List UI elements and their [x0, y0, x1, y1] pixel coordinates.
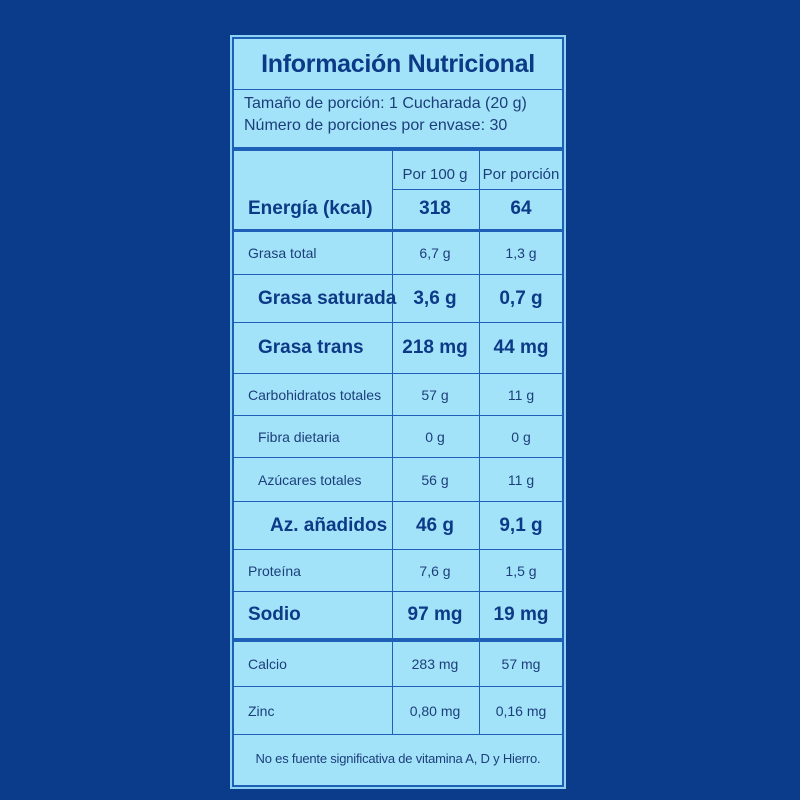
row-carbs-per100g: 57 g	[421, 386, 449, 403]
divider	[234, 549, 562, 550]
row-trans-fat-name: Grasa trans	[258, 337, 364, 358]
row-protein-name: Proteína	[248, 562, 301, 579]
row-carbs-name: Carbohidratos totales	[248, 386, 382, 403]
column-divider	[392, 151, 393, 638]
row-added-sugars-per100g: 46 g	[415, 514, 455, 536]
label-title: Información Nutricional	[234, 39, 562, 90]
footnote: No es fuente significativa de vitamina A…	[255, 751, 541, 766]
serving-info: Tamaño de porción: 1 Cucharada (20 g) Nú…	[244, 93, 554, 137]
row-protein-per100g: 7,6 g	[419, 562, 451, 579]
row-total-sugars-per-portion: 11 g	[507, 471, 535, 488]
row-sodium-per100g: 97 mg	[407, 604, 463, 625]
row-added-sugars-name: Az. añadidos	[270, 514, 388, 536]
row-trans-fat-per-portion: 44 mg	[493, 337, 549, 358]
row-total-fat-per-portion: 1,3 g	[505, 245, 537, 261]
row-saturated-fat-per-portion: 0,7 g	[499, 287, 543, 309]
row-saturated-fat-name: Grasa saturada	[258, 287, 397, 309]
column-header-per-100g: Por 100 g	[402, 165, 468, 183]
row-energy-per100g: 318	[419, 198, 451, 219]
row-calcium-name: Calcio	[248, 656, 287, 672]
divider-thick	[234, 229, 562, 232]
row-zinc-name: Zinc	[248, 702, 275, 719]
column-divider	[392, 642, 393, 734]
row-zinc-per-portion: 0,16 mg	[495, 702, 547, 719]
row-fiber-name: Fibra dietaria	[258, 428, 340, 445]
row-energy-name: Energía (kcal)	[248, 198, 373, 219]
divider	[234, 591, 562, 592]
divider	[234, 274, 562, 275]
divider	[234, 415, 562, 416]
divider	[234, 734, 562, 735]
row-carbs-per-portion: 11 g	[507, 386, 535, 403]
row-calcium-per100g: 283 mg	[411, 656, 459, 672]
row-fiber-per-portion: 0 g	[511, 428, 531, 445]
divider	[234, 373, 562, 374]
column-divider	[479, 642, 480, 734]
column-header-per-portion: Por porción	[482, 165, 560, 183]
divider	[234, 457, 562, 458]
row-total-sugars-name: Azúcares totales	[258, 471, 362, 488]
row-zinc-per100g: 0,80 mg	[409, 702, 461, 719]
row-fiber-per100g: 0 g	[425, 428, 445, 445]
row-total-fat-name: Grasa total	[248, 245, 317, 261]
divider	[392, 189, 564, 190]
row-trans-fat-per100g: 218 mg	[402, 337, 468, 358]
divider	[234, 501, 562, 502]
column-divider	[479, 151, 480, 638]
row-protein-per-portion: 1,5 g	[505, 562, 537, 579]
nutrition-facts-label: Información Nutricional Tamaño de porció…	[232, 37, 564, 787]
row-energy-per-portion: 64	[510, 198, 532, 219]
row-saturated-fat-per100g: 3,6 g	[413, 287, 457, 309]
serving-size: Tamaño de porción: 1 Cucharada (20 g)	[244, 95, 527, 112]
divider	[234, 686, 562, 687]
servings-per-container: Número de porciones por envase: 30	[244, 117, 508, 134]
divider-thick	[234, 147, 562, 151]
divider	[234, 322, 562, 323]
row-sodium-per-portion: 19 mg	[493, 604, 549, 625]
row-total-fat-per100g: 6,7 g	[419, 245, 451, 261]
divider-thick	[234, 638, 562, 642]
row-sodium-name: Sodio	[248, 604, 301, 625]
row-added-sugars-per-portion: 9,1 g	[499, 514, 543, 536]
row-total-sugars-per100g: 56 g	[421, 471, 449, 488]
row-calcium-per-portion: 57 mg	[501, 656, 541, 672]
